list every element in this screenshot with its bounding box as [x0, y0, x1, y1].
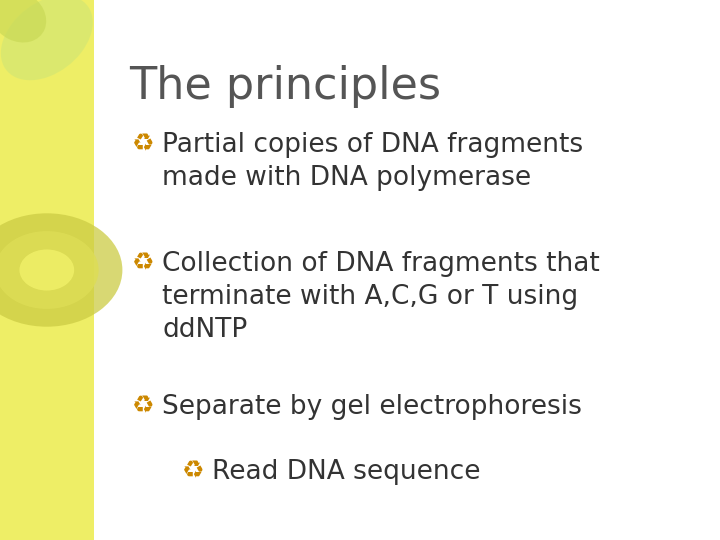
Text: The principles: The principles — [130, 65, 441, 108]
Text: ♻: ♻ — [132, 251, 154, 275]
Circle shape — [0, 213, 122, 327]
Bar — [0, 0, 94, 540]
Text: Partial copies of DNA fragments
made with DNA polymerase: Partial copies of DNA fragments made wit… — [162, 132, 583, 191]
Text: ♻: ♻ — [182, 459, 204, 483]
Text: ♻: ♻ — [132, 132, 154, 156]
Text: ♻: ♻ — [132, 394, 154, 418]
Text: Separate by gel electrophoresis: Separate by gel electrophoresis — [162, 394, 582, 420]
Ellipse shape — [1, 0, 93, 80]
Circle shape — [19, 249, 74, 291]
Text: Collection of DNA fragments that
terminate with A,C,G or T using
ddNTP: Collection of DNA fragments that termina… — [162, 251, 600, 343]
Ellipse shape — [0, 0, 46, 43]
Circle shape — [0, 231, 99, 309]
Text: Read DNA sequence: Read DNA sequence — [212, 459, 481, 485]
